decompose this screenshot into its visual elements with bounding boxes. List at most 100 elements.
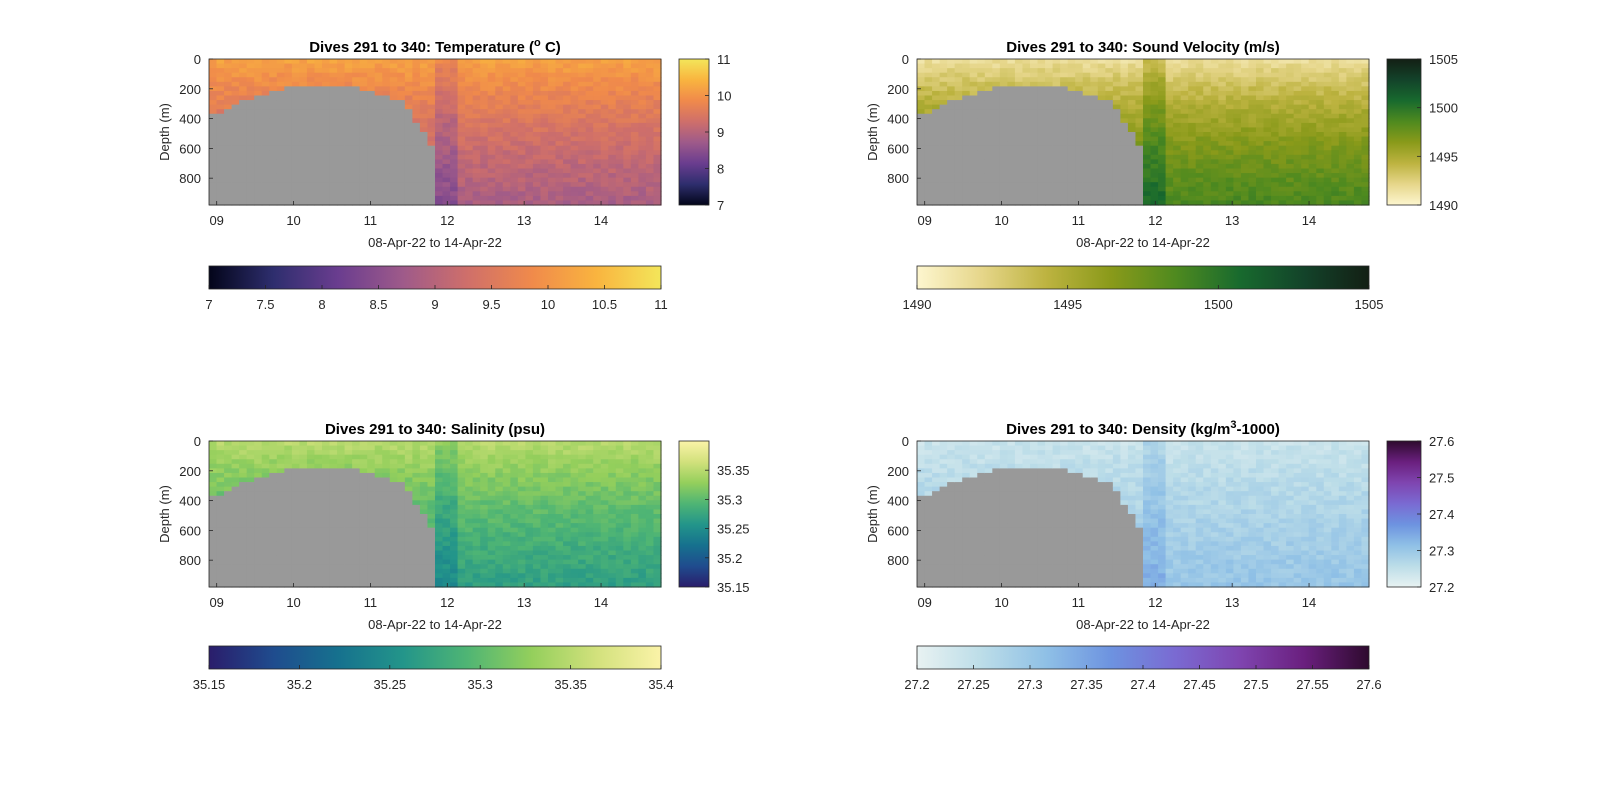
y-tick-label: 800 [887, 553, 909, 568]
bottom-colorbar-tick-label: 27.45 [1183, 677, 1216, 692]
bottom-colorbar-tick-label: 27.4 [1130, 677, 1155, 692]
bottom-colorbar-tick-label: 1490 [903, 297, 932, 312]
y-tick-label: 400 [179, 112, 201, 127]
axes-box [916, 58, 1370, 206]
x-tick-label: 09 [917, 213, 931, 228]
x-axis-label: 08-Apr-22 to 14-Apr-22 [368, 235, 502, 250]
bottom-colorbar-tick-label: 35.25 [374, 677, 407, 692]
x-tick-label: 11 [364, 595, 378, 610]
y-tick-label: 200 [179, 82, 201, 97]
bottom-colorbar-tick-label: 35.3 [468, 677, 493, 692]
bottom-colorbar-tick-label: 10.5 [592, 297, 617, 312]
x-tick-label: 10 [994, 213, 1008, 228]
side-colorbar-tick-label: 27.6 [1429, 434, 1454, 449]
bottom-colorbar-tick-label: 27.6 [1356, 677, 1381, 692]
y-tick-label: 400 [887, 494, 909, 509]
bottom-colorbar-tick-label: 27.3 [1017, 677, 1042, 692]
chart-panel-2: 09 10 11 12 13 14 0 200 400 600 800 08-Apr-22 to 14… [865, 39, 1458, 312]
y-tick-label: 600 [887, 141, 909, 156]
y-axis-label: Depth (m) [865, 103, 880, 161]
bottom-colorbar-tick-label: 1505 [1355, 297, 1384, 312]
bottom-colorbar-tick-label: 7 [205, 297, 212, 312]
side-colorbar-tick-label: 35.15 [717, 580, 750, 595]
x-tick-label: 13 [1225, 595, 1239, 610]
x-tick-label: 13 [1225, 213, 1239, 228]
side-colorbar-tick-label: 35.2 [717, 551, 742, 566]
x-tick-label: 10 [286, 213, 300, 228]
side-colorbar-tick-label: 1495 [1429, 149, 1458, 164]
chart-title: Dives 291 to 340: Sound Velocity (m/s) [1006, 39, 1279, 56]
side-colorbar-gradient [678, 58, 710, 206]
x-tick-label: 14 [1302, 595, 1316, 610]
x-tick-label: 12 [1148, 595, 1162, 610]
y-tick-label: 600 [887, 523, 909, 538]
bottom-colorbar-tick-label: 1500 [1204, 297, 1233, 312]
side-colorbar-tick-label: 10 [717, 89, 731, 104]
x-tick-label: 09 [209, 595, 223, 610]
y-tick-label: 200 [887, 464, 909, 479]
chart-title: Dives 291 to 340: Density (kg/m3-1000) [1006, 419, 1280, 438]
chart-title: Dives 291 to 340: Salinity (psu) [325, 421, 545, 438]
bottom-colorbar-tick-label: 9.5 [482, 297, 500, 312]
bottom-colorbar-gradient [208, 645, 662, 670]
side-colorbar-tick-label: 35.3 [717, 492, 742, 507]
bottom-colorbar-tick-label: 35.2 [287, 677, 312, 692]
y-tick-label: 200 [179, 464, 201, 479]
side-colorbar-tick-label: 35.35 [717, 463, 750, 478]
bottom-colorbar-tick-label: 27.5 [1243, 677, 1268, 692]
side-colorbar-tick-label: 1505 [1429, 52, 1458, 67]
x-tick-label: 10 [994, 595, 1008, 610]
x-tick-label: 11 [364, 213, 378, 228]
chart-panel-1: 09 10 11 12 13 14 0 200 400 600 800 08-Apr-22 to 14… [157, 37, 731, 312]
y-tick-label: 0 [902, 434, 909, 449]
y-axis-label: Depth (m) [157, 485, 172, 543]
axes-box [208, 440, 662, 588]
x-tick-label: 14 [594, 595, 608, 610]
bottom-colorbar-tick-label: 11 [654, 297, 668, 312]
bottom-colorbar: 27.2 27.25 27.3 27.35 27.4 27.45 27.5 27.55 27.6 [904, 645, 1382, 692]
chart-panel-3: 09 10 11 12 13 14 0 200 400 600 800 08-Apr-22 to 14… [157, 421, 750, 692]
x-tick-label: 14 [594, 213, 608, 228]
axes-box [916, 440, 1370, 588]
x-tick-label: 09 [917, 595, 931, 610]
bottom-colorbar-tick-label: 27.35 [1070, 677, 1103, 692]
y-tick-label: 400 [179, 494, 201, 509]
x-tick-label: 13 [517, 595, 531, 610]
x-tick-label: 13 [517, 213, 531, 228]
y-tick-label: 800 [887, 171, 909, 186]
bottom-colorbar: 35.15 35.2 35.25 35.3 35.35 35.4 [193, 645, 674, 692]
side-colorbar: 35.15 35.2 35.25 35.3 35.35 [678, 440, 750, 595]
side-colorbar-tick-label: 27.4 [1429, 507, 1454, 522]
side-colorbar-tick-label: 8 [717, 162, 724, 177]
bottom-colorbar-tick-label: 1495 [1053, 297, 1082, 312]
x-tick-label: 12 [1148, 213, 1162, 228]
side-colorbar-tick-label: 1490 [1429, 198, 1458, 213]
side-colorbar-tick-label: 1500 [1429, 101, 1458, 116]
chart-panel-4: 09 10 11 12 13 14 0 200 400 600 800 08-Apr-22 to 14… [865, 419, 1454, 692]
side-colorbar-tick-label: 35.25 [717, 522, 750, 537]
x-tick-label: 10 [286, 595, 300, 610]
y-tick-label: 600 [179, 141, 201, 156]
bottom-colorbar: 1490 1495 1500 1505 [903, 265, 1384, 312]
y-tick-label: 800 [179, 553, 201, 568]
x-tick-label: 12 [440, 595, 454, 610]
y-tick-label: 800 [179, 171, 201, 186]
bottom-colorbar-tick-label: 7.5 [256, 297, 274, 312]
side-colorbar-tick-label: 27.5 [1429, 471, 1454, 486]
bottom-colorbar: 7 7.5 8 8.5 9 9.5 10 10.5 11 [205, 265, 668, 312]
y-axis-label: Depth (m) [157, 103, 172, 161]
y-tick-label: 200 [887, 82, 909, 97]
bottom-colorbar-tick-label: 8.5 [369, 297, 387, 312]
x-axis-label: 08-Apr-22 to 14-Apr-22 [1076, 235, 1210, 250]
side-colorbar: 7 8 9 10 11 [678, 52, 731, 213]
x-tick-label: 14 [1302, 213, 1316, 228]
side-colorbar-tick-label: 11 [717, 52, 731, 67]
heatmap-cells [209, 441, 662, 588]
x-tick-label: 11 [1072, 595, 1086, 610]
x-tick-label: 09 [209, 213, 223, 228]
y-tick-label: 600 [179, 523, 201, 538]
bottom-colorbar-tick-label: 9 [431, 297, 438, 312]
heatmap-cells [209, 59, 662, 206]
bottom-colorbar-gradient [916, 265, 1370, 290]
